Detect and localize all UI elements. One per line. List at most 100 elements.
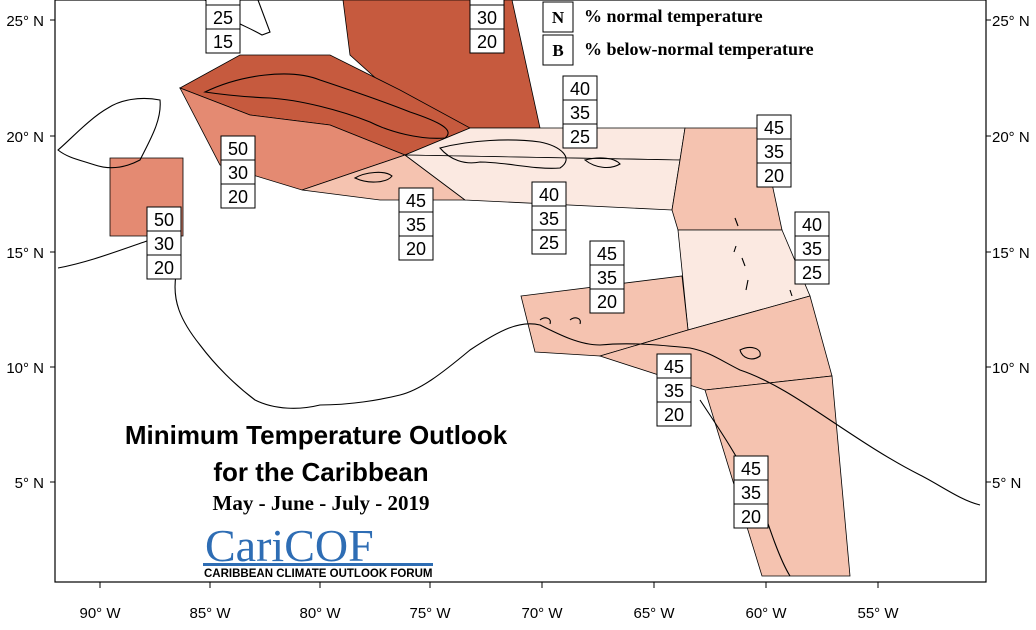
prob-value: 60 [477,0,497,4]
prob-value: 35 [539,209,559,229]
prob-box-frame [531,181,567,255]
prob-value: 45 [664,357,684,377]
prob-value: 35 [664,381,684,401]
lat-label-left: 20° N [6,129,44,146]
prob-box-jamaica: 45 35 20 [398,187,434,261]
caricof-logo: CariCOF CARIBBEAN CLIMATE OUTLOOK FORUM [203,520,433,580]
prob-value: 25 [213,8,233,28]
jamaica-coast [353,171,393,183]
prob-value: 25 [570,127,590,147]
prob-box-belize: 50 30 20 [146,206,182,280]
prob-box-hispaniola-north: 40 35 25 [562,75,598,149]
title-line-1: Minimum Temperature Outlook [125,420,508,450]
prob-value: 40 [539,185,559,205]
prob-box-frame [756,114,792,188]
prob-box-frame [146,206,182,280]
prob-value: 30 [228,163,248,183]
lon-label: 80° W [299,605,341,622]
abc-islands-coast [539,317,581,325]
lat-label-right: 25° N [992,13,1030,30]
prob-value: 50 [228,139,248,159]
prob-box-frame [733,455,769,529]
prob-value: 20 [154,258,174,278]
legend-key-box-n [542,1,574,33]
prob-box-frame [205,0,241,54]
lat-label-right: 15° N [992,245,1030,262]
prob-value: 45 [741,459,761,479]
prob-box-frame [656,353,692,427]
prob-box-abc-islands: 45 35 20 [589,240,625,314]
lat-label-right: 20° N [992,129,1030,146]
latitude-labels-left: 25° N 20° N 15° N 10° N 5° N [6,13,55,492]
lat-label-right: 10° N [992,360,1030,377]
prob-box-trinidad-barbados: 45 35 20 [656,353,692,427]
prob-value: 25 [539,233,559,253]
lon-label: 65° W [633,605,675,622]
central-south-america-coast [57,239,981,506]
longitude-labels: 90° W 85° W 80° W 75° W 70° W 65° W 60° W 55° W [79,582,899,622]
trinidad-coast [739,347,761,360]
prob-value: 30 [477,8,497,28]
prob-box-frame [589,240,625,314]
prob-box-cayman-jamaica-west: 50 30 20 [220,135,256,209]
cuba-coast [203,73,449,139]
title-period: May - June - July - 2019 [213,491,430,515]
yucatan-coast [57,97,161,169]
prob-value: 40 [802,215,822,235]
prob-value: 45 [764,118,784,138]
prob-box-frame [562,75,598,149]
prob-value: 35 [406,215,426,235]
legend-text-n: % normal temperature [584,6,763,26]
legend-key-box-b [542,34,574,66]
prob-value: 25 [802,263,822,283]
prob-box-leeward-islands: 45 35 20 [756,114,792,188]
prob-value: 30 [154,234,174,254]
legend-key-n: N [552,8,565,27]
prob-value: 20 [597,292,617,312]
lon-label: 60° W [745,605,787,622]
prob-box-bahamas: 60 30 20 [469,0,505,54]
lon-label: 75° W [409,605,451,622]
prob-value: 45 [406,191,426,211]
prob-box-frame [469,0,505,54]
hispaniola-coast [439,139,567,169]
prob-value: 35 [570,103,590,123]
lon-label: 90° W [79,605,121,622]
legend-text-b: % below-normal temperature [584,39,814,59]
puerto-rico-coast [583,157,621,169]
lat-label-left: 5° N [15,475,44,492]
coastlines [57,0,981,577]
legend: N % normal temperature B % below-normal … [542,1,814,66]
lesser-antilles [733,217,793,297]
prob-value: 35 [802,239,822,259]
prob-value: 20 [406,239,426,259]
prob-value: 20 [477,32,497,52]
logo-subtitle: CARIBBEAN CLIMATE OUTLOOK FORUM [204,568,433,580]
lat-label-left: 10° N [6,360,44,377]
prob-box-frame [794,211,830,285]
legend-key-b: B [552,41,563,60]
lat-label-right: 5° N [992,475,1021,492]
lon-label: 55° W [857,605,899,622]
prob-box-frame [398,187,434,261]
prob-value: 45 [597,244,617,264]
prob-box-windward-islands: 40 35 25 [794,211,830,285]
prob-box-guianas: 45 35 20 [733,455,769,529]
prob-value: 35 [741,483,761,503]
prob-value: 35 [597,268,617,288]
lon-label: 70° W [521,605,563,622]
prob-value: 40 [570,79,590,99]
logo-wordmark: CariCOF [205,520,374,571]
prob-value: 15 [213,32,233,52]
lat-label-left: 25° N [6,13,44,30]
prob-box-cuba: 60 25 15 [205,0,241,54]
prob-box-frame [220,135,256,209]
latitude-labels-right: 25° N 20° N 15° N 10° N 5° N [986,13,1030,492]
lat-label-left: 15° N [6,245,44,262]
prob-value: 20 [664,405,684,425]
lon-label: 85° W [189,605,231,622]
prob-box-hispaniola-south: 40 35 25 [531,181,567,255]
prob-value: 60 [213,0,233,4]
title-line-2: for the Caribbean [213,457,428,487]
